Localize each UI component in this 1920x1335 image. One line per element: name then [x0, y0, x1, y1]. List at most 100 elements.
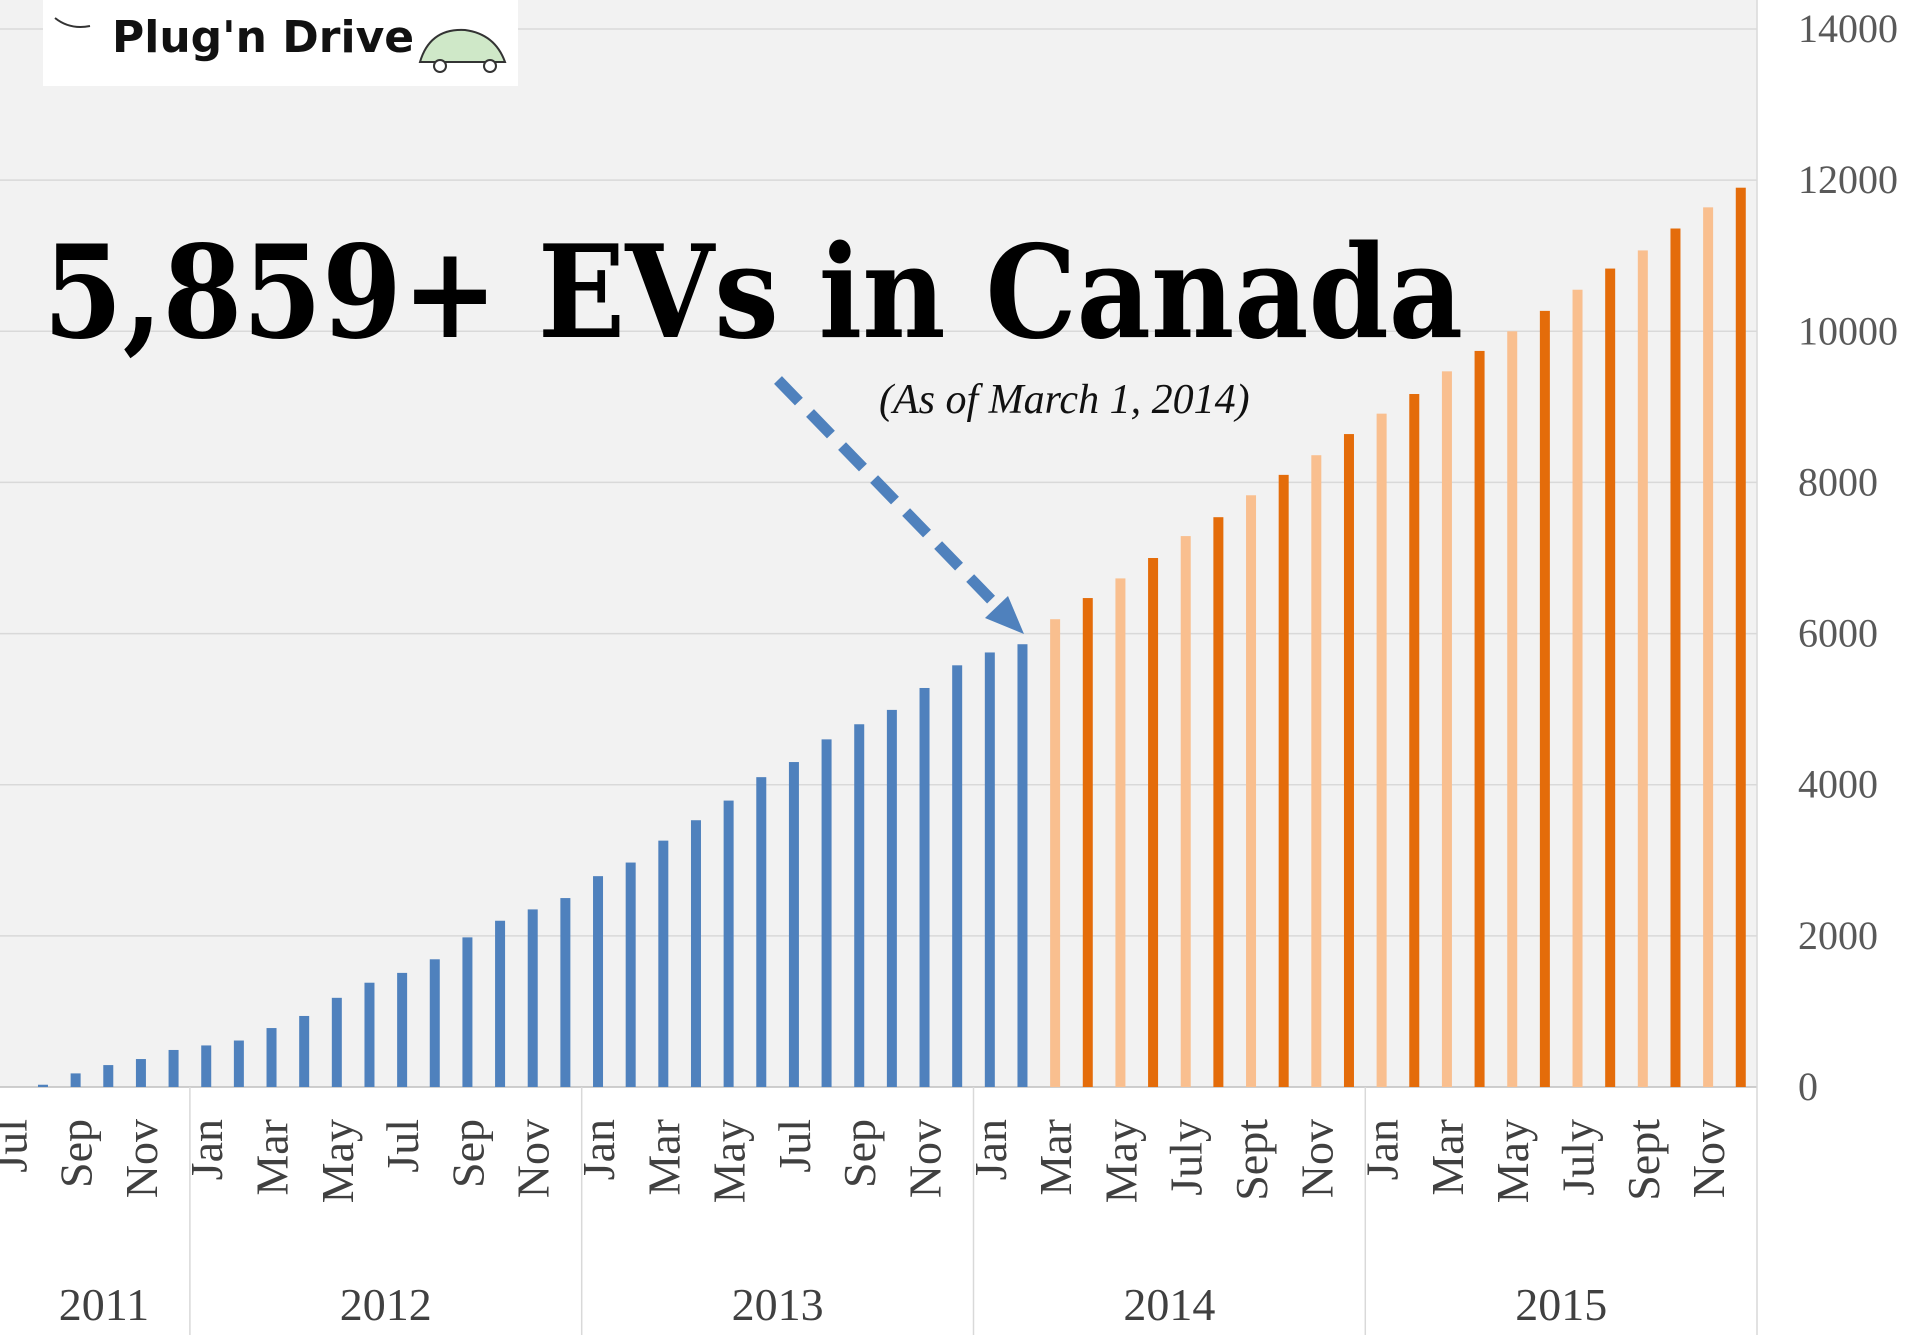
- bar: [690, 820, 701, 1087]
- bar: [1605, 268, 1616, 1088]
- chart-title: 5,859+ EVs in Canada: [43, 218, 1463, 368]
- logo-text: Plug'n Drive: [112, 12, 414, 63]
- arrow-head: [985, 596, 1024, 634]
- bar: [723, 800, 734, 1087]
- x-axis: Jul Sep Nov Jan Mar May Jul Sep Nov Jan Mar May Jul S…: [0, 0, 1758, 1335]
- logo-wheel: [483, 59, 497, 73]
- x-tick-label: Jul: [0, 1119, 36, 1173]
- bar: [1246, 495, 1257, 1087]
- x-tick-label: Mar: [1030, 1119, 1081, 1196]
- annotation: (As of March 1, 2014): [879, 377, 1250, 423]
- bar: [1115, 578, 1126, 1087]
- y-tick-label: 2000: [1798, 913, 1878, 958]
- bar: [1278, 474, 1289, 1087]
- bar: [658, 840, 669, 1087]
- x-tick-label: Nov: [116, 1119, 167, 1198]
- bar: [952, 665, 963, 1087]
- bar: [1213, 517, 1224, 1087]
- bar: [1409, 394, 1420, 1087]
- x-tick-label: Jan: [181, 1119, 232, 1180]
- bar: [756, 777, 767, 1087]
- x-tick-label: Jul: [377, 1119, 428, 1173]
- x-tick-label: May: [1487, 1119, 1538, 1203]
- bar: [854, 724, 865, 1087]
- x-tick-label: Sept: [1618, 1119, 1669, 1201]
- x-tick-label: Jan: [573, 1119, 624, 1180]
- bar: [233, 1040, 244, 1087]
- x-tick-label: Nov: [900, 1119, 951, 1198]
- bar: [1082, 598, 1093, 1087]
- x-tick-label: Mar: [1422, 1119, 1473, 1196]
- bar: [299, 1015, 310, 1087]
- bar: [1637, 250, 1648, 1087]
- x-group-label: 2012: [340, 1279, 432, 1330]
- x-tick-label: Sep: [51, 1119, 102, 1188]
- y-tick-label: 6000: [1798, 611, 1878, 656]
- bar: [1376, 413, 1387, 1087]
- bar: [1670, 228, 1681, 1088]
- bar: [527, 909, 538, 1087]
- bar: [821, 739, 832, 1087]
- logo-wheel: [433, 59, 447, 73]
- x-tick-label: May: [1095, 1119, 1146, 1203]
- bar: [1735, 187, 1746, 1087]
- plot-background: [0, 0, 1757, 1087]
- logo-plug: [54, 17, 91, 28]
- y-tick-label: 8000: [1798, 459, 1878, 504]
- bar: [886, 709, 897, 1087]
- bar: [1050, 619, 1061, 1087]
- y-tick-label: 10000: [1798, 308, 1898, 353]
- bar: [1180, 536, 1191, 1087]
- bar: [1148, 558, 1159, 1087]
- bar: [429, 959, 440, 1087]
- logo-car: [418, 28, 507, 63]
- x-tick-label: Nov: [1683, 1119, 1734, 1198]
- bar: [70, 1073, 81, 1087]
- y-axis: 0 2000 4000 6000 8000 10000 12000 14000: [1798, 6, 1898, 1109]
- x-group-label: 2013: [732, 1279, 824, 1330]
- bar: [331, 997, 342, 1087]
- bar: [1311, 455, 1322, 1087]
- x-tick-label: July: [1161, 1119, 1212, 1196]
- x-tick-label: May: [704, 1119, 755, 1203]
- bar: [1507, 331, 1518, 1087]
- x-tick-label: Sep: [834, 1119, 885, 1188]
- x-group-label: 2011: [59, 1279, 149, 1330]
- bar: [919, 687, 930, 1087]
- bar: [37, 1084, 48, 1087]
- bar: [1441, 371, 1452, 1087]
- x-tick-label: May: [312, 1119, 363, 1203]
- arrow: [774, 376, 1024, 634]
- bar: [1017, 644, 1028, 1087]
- bar: [462, 937, 473, 1087]
- arrow-line: [774, 376, 1009, 618]
- bar: [495, 920, 506, 1087]
- bar: [625, 862, 636, 1087]
- bar: [984, 652, 995, 1087]
- x-tick-label: Mar: [247, 1119, 298, 1196]
- bar: [103, 1065, 114, 1087]
- bar: [1572, 289, 1583, 1087]
- x-group-label: 2014: [1123, 1279, 1215, 1330]
- x-tick-label: Sep: [442, 1119, 493, 1188]
- bar: [1474, 350, 1485, 1087]
- bar: [135, 1059, 146, 1087]
- y-tick-label: 4000: [1798, 762, 1878, 807]
- y-tick-label: 14000: [1798, 6, 1898, 51]
- bar: [266, 1028, 277, 1087]
- bar: [788, 762, 799, 1087]
- y-tick-label: 12000: [1798, 157, 1898, 202]
- bar: [201, 1045, 212, 1087]
- bar: [1539, 310, 1550, 1087]
- x-group-label: 2015: [1515, 1279, 1607, 1330]
- bar: [397, 972, 408, 1087]
- bar: [168, 1049, 179, 1087]
- x-tick-label: Jul: [769, 1119, 820, 1173]
- x-tick-label: Nov: [508, 1119, 559, 1198]
- x-tick-label: Sept: [1226, 1119, 1277, 1201]
- bar: [560, 898, 571, 1087]
- bars: [37, 187, 1746, 1088]
- bar: [593, 876, 604, 1087]
- bar: [1343, 434, 1354, 1087]
